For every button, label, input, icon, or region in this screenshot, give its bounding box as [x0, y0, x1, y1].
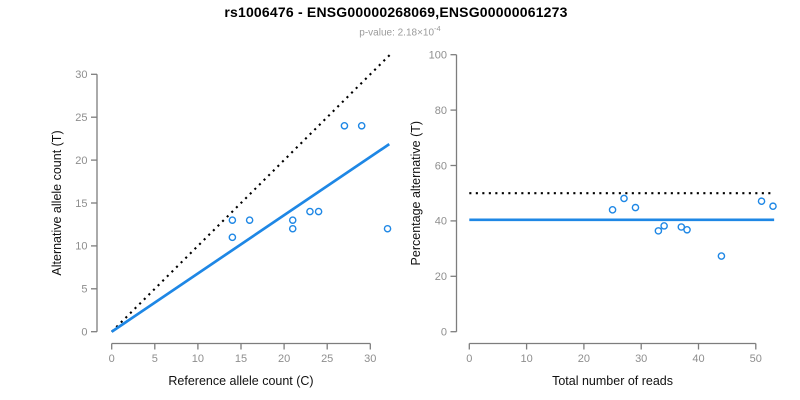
- x-axis-title: Reference allele count (C): [168, 374, 313, 388]
- x-tick-label: 40: [692, 353, 704, 365]
- data-point: [357, 121, 366, 130]
- y-tick-label: 20: [75, 155, 87, 167]
- data-point: [631, 203, 640, 212]
- x-axis-title: Total number of reads: [552, 374, 673, 388]
- data-point: [340, 121, 349, 130]
- y-tick-label: 15: [75, 198, 87, 210]
- y-tick-label: 0: [81, 327, 87, 339]
- x-tick-label: 20: [578, 353, 590, 365]
- y-tick-label: 30: [75, 69, 87, 81]
- x-tick-label: 0: [466, 353, 472, 365]
- y-tick-label: 0: [441, 327, 447, 339]
- data-point: [757, 197, 766, 206]
- expected-50pct-line: [110, 53, 391, 333]
- data-point: [228, 216, 237, 224]
- fitted-proportion-line: [110, 143, 391, 333]
- data-point: [654, 227, 663, 235]
- x-tick-label: 30: [364, 353, 376, 365]
- y-axis-title: Alternative allele count (T): [50, 130, 64, 275]
- data-point: [245, 216, 254, 224]
- y-axis-title: Percentage alternative (T): [409, 121, 423, 266]
- x-tick-label: 10: [520, 353, 532, 365]
- y-tick-label: 5: [81, 284, 87, 296]
- p-value-text: p-value: 2.18×10: [359, 27, 435, 39]
- y-tick-label: 80: [435, 105, 447, 117]
- p-value-exponent: -4: [434, 24, 441, 33]
- data-point: [228, 233, 237, 242]
- x-tick-label: 10: [192, 353, 204, 365]
- y-tick-label: 40: [435, 216, 447, 228]
- y-tick-label: 25: [75, 112, 87, 124]
- data-point: [306, 207, 314, 216]
- data-point: [683, 225, 691, 234]
- data-point: [608, 206, 617, 214]
- x-tick-label: 15: [235, 353, 247, 365]
- x-tick-label: 5: [152, 353, 158, 365]
- data-point: [383, 224, 392, 233]
- x-tick-label: 30: [635, 353, 647, 365]
- data-point: [677, 223, 686, 231]
- data-point: [288, 224, 297, 233]
- y-tick-label: 10: [75, 241, 87, 253]
- data-point: [660, 222, 668, 230]
- pct-alt-vs-total-reads-plot: 0 20 40 60 80 100 0 10 20 30 40 50 Total number of r…: [409, 50, 777, 388]
- data-point: [717, 252, 726, 260]
- plot-title: rs1006476 - ENSG00000268069,ENSG00000061…: [224, 4, 568, 20]
- data-point: [769, 202, 777, 211]
- data-point: [288, 216, 297, 224]
- y-tick-label: 60: [435, 160, 447, 172]
- x-tick-label: 0: [109, 353, 115, 365]
- y-tick-label: 100: [429, 50, 447, 62]
- x-tick-label: 25: [321, 353, 333, 365]
- data-point: [620, 194, 628, 203]
- x-tick-label: 50: [750, 353, 762, 365]
- data-point: [314, 207, 323, 216]
- x-tick-label: 20: [278, 353, 290, 365]
- y-tick-label: 20: [435, 271, 447, 283]
- ref-vs-alt-count-plot: 0 5 10 15 20 25 30 0 5 10 15 20 25 30 Reference allele…: [50, 53, 392, 388]
- p-value-subtitle: p-value: 2.18×10-4: [0, 24, 800, 38]
